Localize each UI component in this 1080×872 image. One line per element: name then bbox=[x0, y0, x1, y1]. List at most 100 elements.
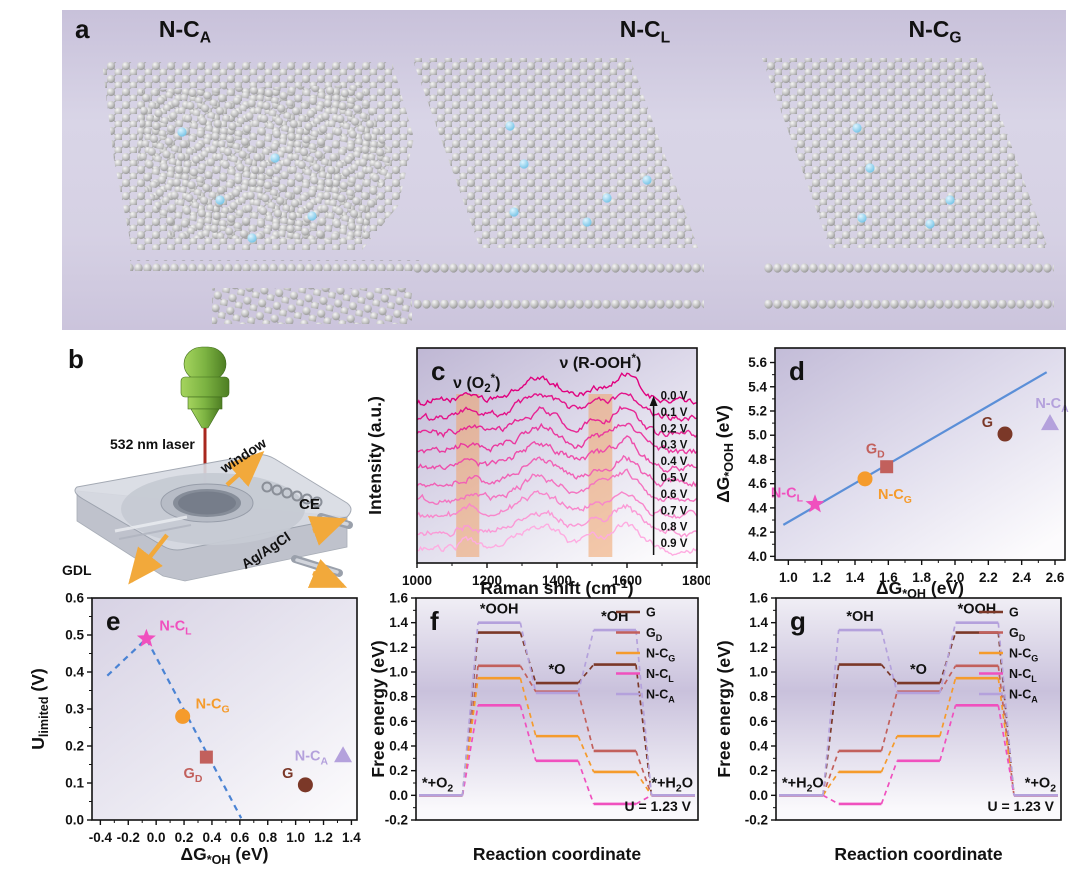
y-axis-ticks: -0.2 0.0 0.2 0.4 0.6 0.8 1.0 1.2 1.4 1.6 bbox=[385, 591, 416, 828]
x-axis-ticks: 1000 1200 1400 1600 1800 bbox=[402, 563, 710, 588]
svg-text:2.2: 2.2 bbox=[979, 570, 998, 585]
svg-text:1000: 1000 bbox=[402, 573, 432, 588]
raman-curve-0.9 V bbox=[416, 521, 698, 557]
raman-curve-0.1 V bbox=[416, 392, 698, 422]
structure-ncl-top-view bbox=[412, 58, 698, 248]
laser-label: 532 nm laser bbox=[110, 436, 195, 452]
y-axis-ticks: 4.0 4.2 4.4 4.6 4.8 5.0 5.2 5.4 5.6 bbox=[748, 355, 775, 564]
structure-ncg-top-view bbox=[762, 58, 1048, 248]
svg-text:N-CG: N-CG bbox=[878, 487, 912, 506]
svg-text:0.4 V: 0.4 V bbox=[661, 456, 688, 468]
svg-text:4.0: 4.0 bbox=[748, 549, 767, 564]
panel-letter: c bbox=[431, 356, 445, 386]
svg-text:1.2: 1.2 bbox=[749, 640, 768, 655]
panel-letter: f bbox=[430, 606, 439, 636]
svg-text:0.6: 0.6 bbox=[749, 714, 768, 729]
svg-text:1600: 1600 bbox=[612, 573, 642, 588]
svg-text:N-CL: N-CL bbox=[771, 485, 804, 504]
panel-e-volcano-plot-chart: N-CL N-CG GD GN-CA -0.4 -0.2 0.0 0.2 0.4 0.6 0.8 1.… bbox=[28, 591, 361, 867]
y-axis-label: Free energy (eV) bbox=[368, 640, 388, 777]
raman-curve-0.2 V bbox=[416, 405, 698, 439]
svg-text:0.9 V: 0.9 V bbox=[661, 538, 688, 550]
svg-text:1.0: 1.0 bbox=[749, 665, 768, 680]
y-axis-label: ΔG*OOH (eV) bbox=[713, 405, 736, 503]
svg-text:1.6: 1.6 bbox=[879, 570, 898, 585]
svg-text:*O: *O bbox=[910, 662, 927, 678]
structure-title-ncl: N-CL bbox=[619, 16, 671, 47]
svg-text:0.4: 0.4 bbox=[203, 830, 222, 845]
svg-text:0.0: 0.0 bbox=[65, 813, 84, 828]
svg-text:5.4: 5.4 bbox=[748, 379, 767, 394]
svg-text:0.6: 0.6 bbox=[230, 830, 249, 845]
svg-text:4.6: 4.6 bbox=[748, 476, 767, 491]
svg-text:0.8 V: 0.8 V bbox=[661, 522, 688, 534]
y-axis-ticks: -0.2 0.0 0.2 0.4 0.6 0.8 1.0 1.2 1.4 1.6 bbox=[745, 591, 776, 828]
raman-curve-0.8 V bbox=[416, 503, 698, 538]
svg-text:-0.2: -0.2 bbox=[117, 830, 140, 845]
band-label-o2: ν (O2*) bbox=[453, 373, 500, 395]
panel-letter: d bbox=[789, 356, 805, 386]
structure-nca-side-view bbox=[130, 260, 420, 324]
svg-text:0.2: 0.2 bbox=[389, 763, 408, 778]
laser-objective bbox=[180, 346, 230, 429]
svg-text:G: G bbox=[982, 415, 993, 431]
svg-text:N-CL: N-CL bbox=[646, 667, 674, 684]
ce-label: CE bbox=[299, 496, 320, 513]
svg-text:*+O2: *+O2 bbox=[422, 775, 453, 794]
svg-text:N-CA: N-CA bbox=[646, 688, 675, 705]
svg-text:0.2: 0.2 bbox=[749, 763, 768, 778]
legend: G GD N-CG N-CL N-CA bbox=[979, 606, 1038, 705]
svg-text:N-CG: N-CG bbox=[646, 647, 675, 664]
structure-nca-top-view bbox=[102, 62, 414, 250]
svg-text:0.8: 0.8 bbox=[749, 689, 768, 704]
svg-text:1.0: 1.0 bbox=[779, 570, 798, 585]
structure-ncg-side-view bbox=[764, 262, 1054, 311]
panel-a bbox=[62, 10, 1066, 330]
svg-text:5.2: 5.2 bbox=[748, 403, 767, 418]
svg-text:1.0: 1.0 bbox=[389, 665, 408, 680]
state-labels: *+H2O *OH *O *OOH *+O2 bbox=[782, 602, 1056, 795]
raman-curve-0.3 V bbox=[416, 422, 698, 455]
svg-text:-0.2: -0.2 bbox=[745, 813, 768, 828]
panel-a-letter: a bbox=[75, 14, 90, 44]
x-axis-ticks: -0.4 -0.2 0.0 0.2 0.4 0.6 0.8 1.0 1.2 1.4 bbox=[89, 820, 361, 845]
x-axis-label: Reaction coordinate bbox=[473, 844, 641, 864]
svg-text:0.0: 0.0 bbox=[147, 830, 166, 845]
svg-text:5.0: 5.0 bbox=[748, 428, 767, 443]
svg-text:*+O2: *+O2 bbox=[1025, 775, 1056, 794]
svg-text:-0.4: -0.4 bbox=[89, 830, 113, 845]
potential-annotation: U = 1.23 V bbox=[624, 798, 691, 814]
svg-text:0.2: 0.2 bbox=[175, 830, 194, 845]
svg-text:0.0: 0.0 bbox=[749, 788, 768, 803]
svg-text:0.5 V: 0.5 V bbox=[661, 473, 688, 485]
panel-b-letter: b bbox=[68, 344, 84, 374]
panel-g-free-energy-diagram: *+H2O *OH *O *OOH *+O2 G GD N-CG N-CL N-CA U = 1.2… bbox=[714, 591, 1062, 864]
plot-frame bbox=[415, 597, 699, 821]
svg-text:1.6: 1.6 bbox=[389, 591, 408, 606]
plot-frame bbox=[774, 347, 1066, 561]
svg-text:1.0: 1.0 bbox=[286, 830, 305, 845]
svg-text:0.4: 0.4 bbox=[65, 665, 84, 680]
plot-frame bbox=[775, 597, 1062, 821]
svg-text:*+H2O: *+H2O bbox=[782, 775, 824, 794]
panel-c-raman-spectra-chart: ν (O2*) ν (R-OOH*) 0.0 V 0.1 V 0.2 V 0.3 V 0.4… bbox=[365, 347, 710, 598]
structure-title-ncg: N-CG bbox=[908, 16, 962, 47]
panel-b bbox=[55, 335, 365, 590]
svg-text:1.4: 1.4 bbox=[846, 570, 865, 585]
reference-tube-highlight bbox=[295, 558, 339, 574]
svg-text:N-CL: N-CL bbox=[159, 619, 192, 638]
svg-text:1.4: 1.4 bbox=[342, 830, 361, 845]
svg-text:0.6: 0.6 bbox=[389, 714, 408, 729]
series-N-CA bbox=[779, 621, 1058, 797]
raman-curve-0.6 V bbox=[416, 468, 698, 506]
molecular-structures-illustration bbox=[62, 10, 1066, 330]
svg-text:1800: 1800 bbox=[682, 573, 710, 588]
svg-text:G: G bbox=[1009, 606, 1019, 620]
svg-text:0.7 V: 0.7 V bbox=[661, 505, 688, 517]
svg-text:0.8: 0.8 bbox=[389, 689, 408, 704]
svg-text:*OOH: *OOH bbox=[958, 602, 997, 618]
svg-text:4.8: 4.8 bbox=[748, 452, 767, 467]
svg-text:2.6: 2.6 bbox=[1046, 570, 1065, 585]
